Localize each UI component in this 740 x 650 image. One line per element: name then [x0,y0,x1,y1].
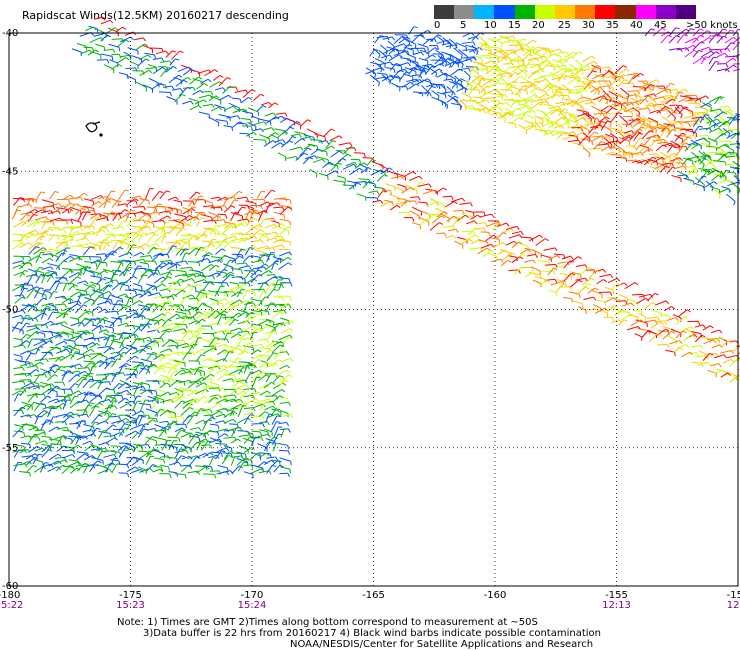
legend-swatch [575,5,596,19]
legend-label: 0 [434,20,441,31]
time-tick-label: 15:23 [116,600,145,610]
wind-barb-map: -180 -175 -170 -165 -160 -155 -150 -40 -45 -50 -55… [0,16,740,610]
footnote-credit: NOAA/NESDIS/Center for Satellite Applica… [290,639,594,650]
legend-label: 45 [654,20,667,31]
map-frame [8,32,739,587]
legend-swatch [655,5,676,19]
time-tick-label: 12:13 [602,600,631,610]
footnote-line-2: 3)Data buffer is 22 hrs from 20160217 4)… [143,628,601,639]
legend-label: 25 [558,20,571,31]
wind-speed-color-legend [434,5,697,19]
legend-swatch [595,5,616,19]
time-tick-label: 15:24 [238,600,267,610]
legend-label: 20 [532,20,545,31]
legend-swatch [635,5,656,19]
latitude-tick-label: -50 [2,305,18,316]
legend-label: 30 [582,20,595,31]
legend-swatch [454,5,475,19]
time-tick-label: 15:22 [0,600,23,610]
legend-swatch [534,5,555,19]
latitude-tick-label: -40 [2,28,18,39]
longitude-tick-label: -155 [605,590,628,601]
time-tick-label: 12:1 [727,600,740,610]
legend-swatch [675,5,697,19]
chatham-islands-coastline [85,121,103,137]
legend-label: 15 [508,20,521,31]
legend-label: >50 knots [686,20,738,31]
legend-label: 35 [606,20,619,31]
legend-swatch [434,5,455,19]
latitude-tick-label: -60 [2,581,18,592]
graticule-lines [9,33,738,586]
longitude-tick-label: -170 [241,590,264,601]
latitude-tick-label: -55 [2,443,18,454]
longitude-tick-label: -150 [727,590,740,601]
legend-swatch [514,5,535,19]
legend-swatch [494,5,515,19]
legend-label: 5 [460,20,467,31]
longitude-tick-label: -175 [119,590,142,601]
longitude-tick-label: -165 [362,590,385,601]
legend-swatch [615,5,636,19]
legend-swatch [554,5,576,19]
longitude-tick-label: -180 [0,590,20,601]
legend-label: 40 [630,20,643,31]
longitude-tick-label: -160 [484,590,507,601]
wind-speed-legend-labels: 0 5 10 15 20 25 30 35 40 45 >50 knots [430,20,740,32]
legend-label: 10 [484,20,497,31]
latitude-tick-label: -45 [2,166,18,177]
map-title: Rapidscat Winds(12.5KM) 20160217 descend… [22,9,289,22]
axis-labels: -180 -175 -170 -165 -160 -155 -150 -40 -45 -50 -55… [0,28,740,610]
wind-swaths [11,16,740,479]
footnote-line-1: Note: 1) Times are GMT 2)Times along bot… [117,617,538,628]
legend-swatch [474,5,495,19]
